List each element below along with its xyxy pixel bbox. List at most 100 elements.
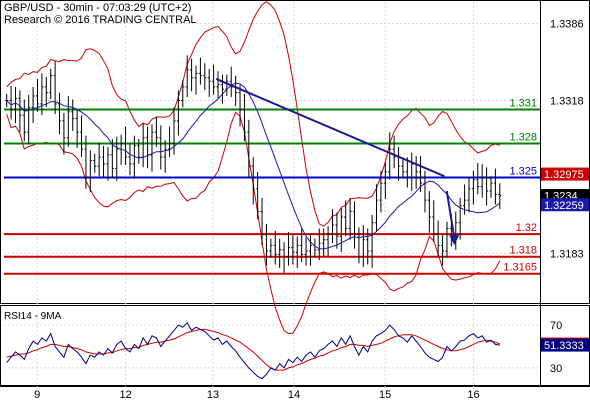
- price-bar: [260, 197, 264, 246]
- price-bar: [353, 201, 357, 249]
- price-bar: [427, 191, 431, 233]
- price-bar: [62, 113, 66, 155]
- price-bar: [159, 125, 163, 170]
- price-bar: [397, 147, 401, 181]
- price-bar: [181, 80, 185, 108]
- price-bar: [124, 126, 128, 165]
- price-bar: [436, 220, 440, 257]
- price-bar: [322, 228, 326, 257]
- price-bar: [313, 238, 317, 257]
- price-bar: [471, 170, 475, 205]
- price-tag-ma_price: 1.32259: [541, 198, 589, 212]
- price-bar: [141, 123, 145, 168]
- price-bar: [49, 68, 53, 100]
- price-bar: [326, 226, 330, 257]
- chart-header-symbol: GBP/USD - 30min - 07:03:29 (UTC+2): [4, 2, 192, 14]
- price-bar: [366, 228, 370, 265]
- rsi-panel: RSI14 - 9MA: [4, 311, 500, 380]
- price-bar: [18, 90, 22, 133]
- price-bar: [405, 157, 409, 188]
- axes: 9 12 13 14 15 16 1.3386 1.3318 1.3183 70 30: [34, 19, 583, 400]
- trend-annotations: [215, 78, 460, 246]
- price-bar: [273, 230, 277, 265]
- rsi-ma-line: [6, 328, 500, 371]
- price-bar: [53, 61, 57, 114]
- price-bar: [102, 145, 106, 178]
- level-label: 1.318: [509, 245, 537, 257]
- price-bar: [357, 227, 361, 264]
- price-bar: [383, 162, 387, 199]
- price-bar: [80, 115, 84, 158]
- price-bar: [146, 126, 150, 169]
- price-bar: [203, 63, 207, 91]
- price-bar: [291, 235, 295, 265]
- moving-average: [6, 82, 501, 250]
- price-bar: [66, 96, 70, 147]
- x-tick-label: 9: [34, 389, 40, 400]
- price-bar: [251, 157, 255, 205]
- price-bar: [441, 235, 445, 266]
- price-bar: [22, 99, 26, 142]
- price-bar: [27, 94, 31, 145]
- price-bar: [220, 74, 224, 104]
- x-tick-label: 14: [288, 389, 300, 400]
- y-tick-label: 1.3183: [550, 248, 584, 260]
- price-bar: [339, 208, 343, 253]
- price-bar: [163, 140, 167, 173]
- moving-average-line: [6, 82, 501, 250]
- price-bar: [278, 238, 282, 268]
- price-bar: [212, 64, 216, 95]
- price-bar: [207, 68, 211, 97]
- level-label: 1.328: [509, 132, 537, 144]
- price-bar: [414, 156, 418, 189]
- rsi-tag-label: 51.3333: [544, 340, 584, 352]
- price-bar: [401, 159, 405, 179]
- price-bar: [40, 73, 44, 116]
- level-label: 1.325: [509, 165, 537, 177]
- rsi-tag-box: [541, 338, 589, 352]
- price-bar: [234, 75, 238, 107]
- price-bar: [88, 150, 92, 193]
- price-bar: [300, 228, 304, 263]
- price-bar: [185, 55, 189, 97]
- price-tag-box: [541, 198, 589, 212]
- price-bar: [58, 92, 62, 135]
- price-bar: [392, 135, 396, 169]
- y-tick-label: 1.3318: [550, 95, 584, 107]
- price-bar: [485, 167, 489, 206]
- price-bar: [128, 143, 132, 176]
- price-bar: [71, 99, 75, 131]
- chart-header-copyright: Research © 2016 TRADING CENTRAL: [4, 14, 197, 26]
- price-bar: [115, 136, 119, 181]
- price-bar: [13, 87, 17, 123]
- price-panel-frame: [0, 0, 590, 304]
- price-bar: [489, 176, 493, 198]
- price-tag-bollinger: 1.32975: [541, 167, 589, 181]
- price-bar: [137, 139, 141, 164]
- price-bar: [269, 238, 273, 258]
- price-tag-label: 1.32259: [544, 200, 584, 212]
- price-bar: [9, 85, 13, 120]
- price-bars: [5, 55, 502, 274]
- price-bar: [361, 225, 365, 267]
- x-tick-label: 12: [120, 389, 132, 400]
- price-bar: [5, 93, 9, 108]
- rsi-tick-label: 70: [550, 320, 562, 332]
- price-bar: [190, 58, 194, 92]
- price-bar: [150, 124, 154, 172]
- price-bar: [198, 57, 202, 85]
- level-label: 1.32: [516, 222, 537, 234]
- price-bar: [75, 109, 79, 148]
- price-bar: [493, 168, 497, 205]
- x-tick-label: 16: [467, 389, 479, 400]
- price-bar: [242, 93, 246, 142]
- price-bar: [498, 183, 502, 210]
- level-label: 1.331: [509, 98, 537, 110]
- price-bar: [344, 200, 348, 237]
- price-bar: [295, 236, 299, 268]
- price-bar: [379, 170, 383, 213]
- rsi-line: [6, 322, 500, 380]
